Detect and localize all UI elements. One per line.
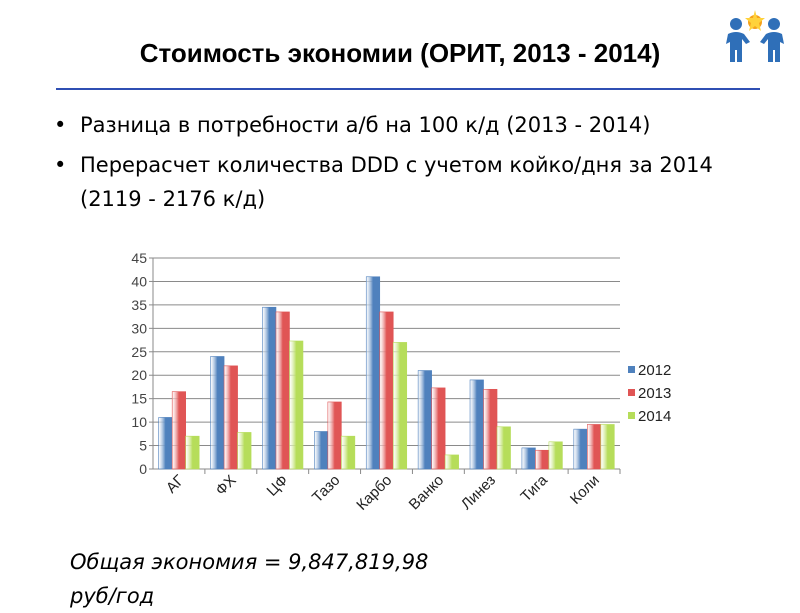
bar-2014 [237, 432, 252, 470]
legend-label: 2014 [638, 408, 671, 425]
total-savings-line: Общая экономия = 9,847,819,98 [70, 550, 429, 574]
bar-chart: 0 5 10 15 20 25 30 35 40 45 АГ ФХ ЦФ Тазо Карбо Ванко Ли… [131, 250, 671, 514]
bar-2013 [275, 311, 290, 470]
total-savings-unit: руб/год [70, 584, 155, 608]
x-tick-label: Линез [458, 472, 499, 513]
y-tick-label: 25 [131, 344, 147, 360]
x-tick-label: Коли [567, 472, 603, 508]
bar-2012 [262, 306, 277, 470]
bullet-item: • Перерасчет количества DDD с учетом койк… [54, 153, 713, 211]
legend-swatch [628, 389, 635, 396]
bar-2014 [600, 424, 615, 470]
bullet-item: • Разница в потребности а/б на 100 к/д (2… [54, 113, 651, 137]
bar-2014 [185, 435, 200, 470]
bar-2013 [223, 365, 238, 470]
x-tick-label: АГ [163, 472, 188, 497]
bar-2014 [289, 340, 304, 470]
bullet-text: Перерасчет количества DDD с учетом койко… [80, 153, 713, 211]
bar-2012 [521, 447, 536, 470]
slide-title: Стоимость экономии (ОРИТ, 2013 - 2014) [139, 38, 661, 68]
y-tick-label: 20 [131, 367, 147, 383]
legend-label: 2013 [638, 385, 671, 402]
bar-2013 [483, 388, 498, 470]
bar-2013 [535, 449, 550, 470]
x-tick-label: Карбо [353, 472, 395, 514]
bar-2014 [548, 441, 563, 470]
bar-2014 [496, 426, 511, 470]
bullet-list: • Разница в потребности а/б на 100 к/д (2… [50, 108, 740, 222]
y-tick-label: 5 [139, 438, 147, 454]
bar-2014 [341, 435, 356, 470]
y-tick-label: 40 [131, 273, 147, 289]
title-divider [56, 88, 760, 90]
total-savings: Общая экономия = 9,847,819,98 руб/год [70, 545, 428, 613]
y-tick-label: 0 [139, 461, 147, 477]
bar-2013 [379, 311, 394, 470]
legend-swatch [628, 412, 635, 419]
bar-2012 [210, 356, 225, 470]
bar-2012 [158, 417, 173, 470]
bar-2012 [573, 428, 588, 470]
bar-2013 [431, 387, 446, 470]
bar-2012 [365, 276, 381, 470]
bar-2014 [392, 342, 408, 470]
y-tick-label: 35 [131, 297, 147, 313]
x-tick-label: ФХ [212, 472, 239, 499]
y-tick-label: 10 [131, 414, 147, 430]
legend-label: 2012 [638, 362, 671, 379]
y-tick-label: 30 [131, 320, 147, 336]
bar-2013 [327, 401, 342, 470]
bar-2013 [171, 391, 186, 470]
bullet-text: Разница в потребности а/б на 100 к/д (20… [80, 113, 651, 137]
y-tick-label: 45 [131, 250, 147, 266]
legend-swatch [628, 366, 635, 373]
x-tick-label: Тига [517, 471, 551, 505]
bar-2013 [587, 424, 602, 470]
bar-2014 [444, 454, 459, 470]
y-tick-label: 15 [131, 391, 147, 407]
x-tick-label: ЦФ [264, 472, 292, 500]
x-tick-label: Тазо [309, 472, 343, 506]
bar-2012 [469, 379, 484, 470]
two-figures-star-logo-icon [726, 10, 784, 62]
bar-2012 [314, 431, 329, 470]
bar-2012 [417, 370, 432, 470]
x-tick-label: Ванко [406, 472, 448, 514]
